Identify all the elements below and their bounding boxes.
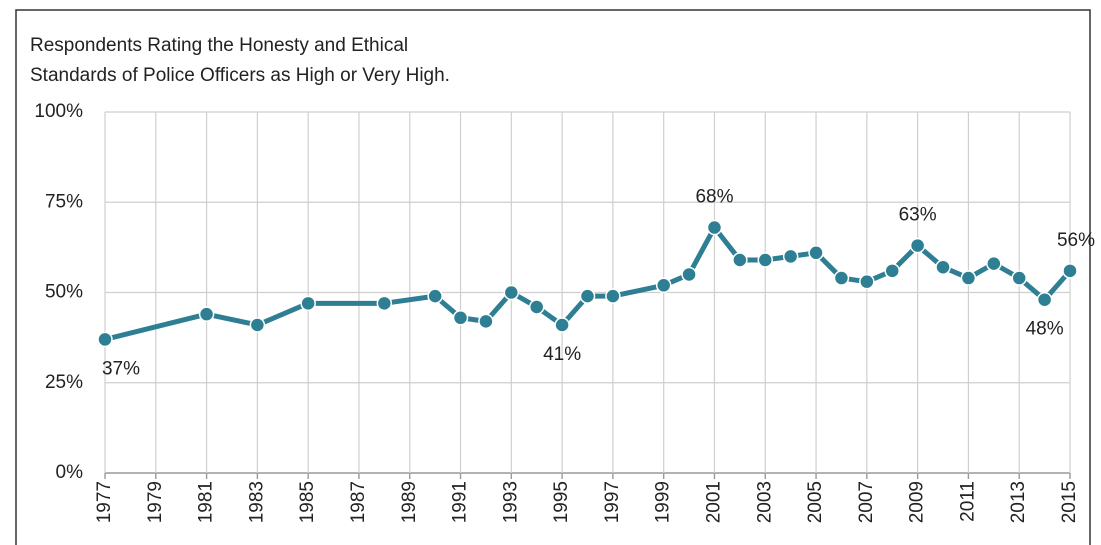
data-point — [986, 255, 1002, 272]
data-point — [554, 317, 570, 333]
data-point — [808, 245, 824, 261]
data-point — [655, 277, 672, 294]
x-tick-label: 1985 — [297, 481, 318, 523]
y-tick-label: 100% — [34, 101, 83, 122]
data-point — [833, 270, 850, 286]
data-label: 68% — [695, 187, 733, 208]
x-tick-label: 1995 — [551, 481, 572, 523]
y-tick-label: 50% — [45, 282, 83, 303]
data-point — [97, 331, 113, 348]
x-tick-label: 1983 — [246, 481, 267, 523]
y-tick-label: 0% — [56, 462, 84, 483]
x-tick-label: 2007 — [856, 481, 877, 523]
x-tick-label: 2003 — [754, 481, 775, 523]
data-point — [198, 306, 215, 322]
y-tick-label: 75% — [45, 191, 83, 212]
x-tick-label: 2011 — [957, 481, 978, 522]
x-tick-label: 2015 — [1059, 481, 1080, 523]
data-point — [249, 317, 266, 333]
x-tick-label: 1987 — [348, 481, 369, 523]
data-point — [706, 219, 723, 236]
data-point — [478, 313, 494, 330]
data-point — [1062, 263, 1078, 279]
x-tick-label: 1999 — [653, 481, 674, 523]
data-point — [732, 252, 748, 268]
data-label: 41% — [543, 344, 581, 365]
x-tick-label: 2013 — [1008, 481, 1029, 523]
x-tick-label: 1979 — [145, 481, 166, 523]
data-point — [782, 248, 799, 265]
x-tick-label: 1977 — [94, 481, 115, 523]
data-point — [528, 299, 545, 315]
data-point — [503, 284, 520, 301]
data-point — [452, 310, 469, 326]
data-point — [884, 263, 900, 279]
data-label: 63% — [899, 205, 937, 226]
data-point — [1036, 291, 1053, 308]
data-label: 37% — [102, 358, 140, 379]
x-tick-label: 1981 — [196, 481, 217, 523]
x-tick-label: 2005 — [805, 481, 826, 523]
x-tick-label: 1997 — [602, 481, 623, 523]
data-point — [579, 288, 596, 304]
data-point — [376, 295, 393, 312]
data-label: 56% — [1057, 230, 1095, 251]
data-label: 48% — [1026, 319, 1064, 340]
data-point — [681, 266, 697, 283]
x-tick-label: 2001 — [703, 481, 724, 523]
x-tick-label: 1989 — [399, 481, 420, 523]
data-point — [300, 295, 316, 312]
x-tick-label: 1991 — [450, 481, 471, 523]
chart-title-line: Standards of Police Officers as High or … — [30, 65, 450, 86]
chart-title-line: Respondents Rating the Honesty and Ethic… — [30, 35, 408, 56]
data-point — [757, 252, 774, 268]
x-tick-label: 2009 — [907, 481, 928, 523]
data-point — [960, 270, 977, 286]
data-point — [859, 273, 875, 290]
data-point — [909, 237, 926, 254]
x-tick-label: 1993 — [500, 481, 521, 523]
data-point — [427, 288, 443, 304]
data-point — [1011, 270, 1027, 286]
chart-frame — [15, 9, 1091, 545]
y-tick-label: 25% — [45, 372, 83, 393]
data-point — [935, 259, 951, 275]
data-point — [605, 288, 621, 304]
